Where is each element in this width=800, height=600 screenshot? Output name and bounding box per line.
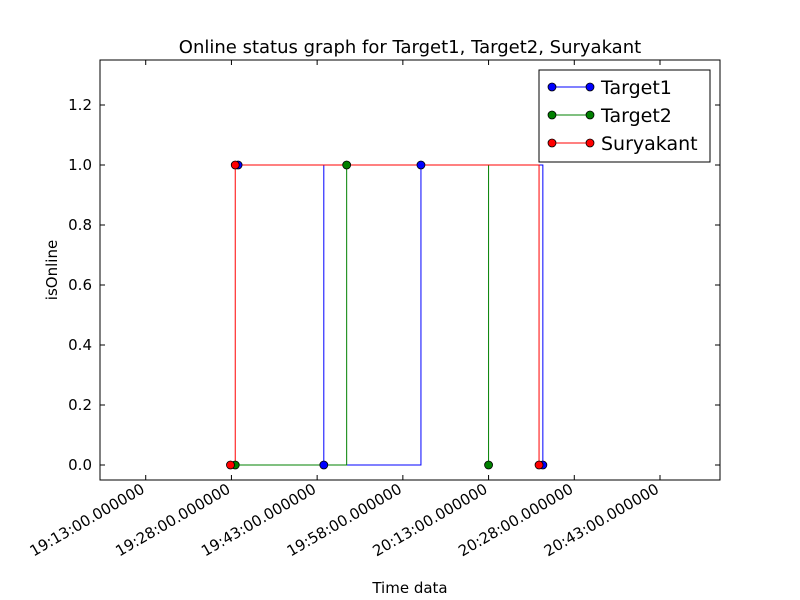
y-tick-label: 0.8: [68, 216, 92, 234]
legend-label-suryakant: Suryakant: [601, 133, 698, 155]
legend-box: [538, 69, 711, 163]
y-tick-label: 0.2: [68, 396, 92, 414]
y-tick-label: 0.0: [68, 456, 92, 474]
data-point-target1: [416, 160, 426, 170]
y-tick-label: 1.0: [68, 156, 92, 174]
legend-label-target1: Target1: [600, 77, 672, 99]
y-axis-ticks: 0.0 0.2 0.4 0.6 0.8 1.0 1.2: [68, 96, 720, 474]
legend-label-target2: Target2: [600, 105, 672, 127]
legend-marker-target2: [547, 110, 557, 120]
data-point-suryakant: [230, 160, 240, 170]
data-point-suryakant: [226, 460, 235, 470]
data-point-suryakant: [534, 460, 544, 470]
legend-marker-suryakant: [547, 138, 557, 148]
chart-title: Online status graph for Target1, Target2…: [179, 37, 641, 58]
plot-frame: [99, 59, 721, 481]
y-axis-label: isOnline: [43, 240, 61, 300]
data-point-target1: [319, 460, 329, 470]
legend: Target1 Target2 Suryakant: [538, 69, 711, 163]
data-point-target2: [342, 160, 352, 170]
legend-marker-target1: [585, 82, 595, 92]
y-tick-label: 0.4: [68, 336, 92, 354]
x-axis-label: Time data: [371, 579, 447, 597]
legend-marker-target1: [547, 82, 557, 92]
y-tick-label: 0.6: [68, 276, 92, 294]
legend-marker-target2: [585, 110, 595, 120]
data-point-target2: [484, 460, 493, 470]
plot-layer: [226, 160, 548, 470]
legend-marker-suryakant: [585, 138, 595, 148]
y-tick-label: 1.2: [68, 96, 92, 114]
